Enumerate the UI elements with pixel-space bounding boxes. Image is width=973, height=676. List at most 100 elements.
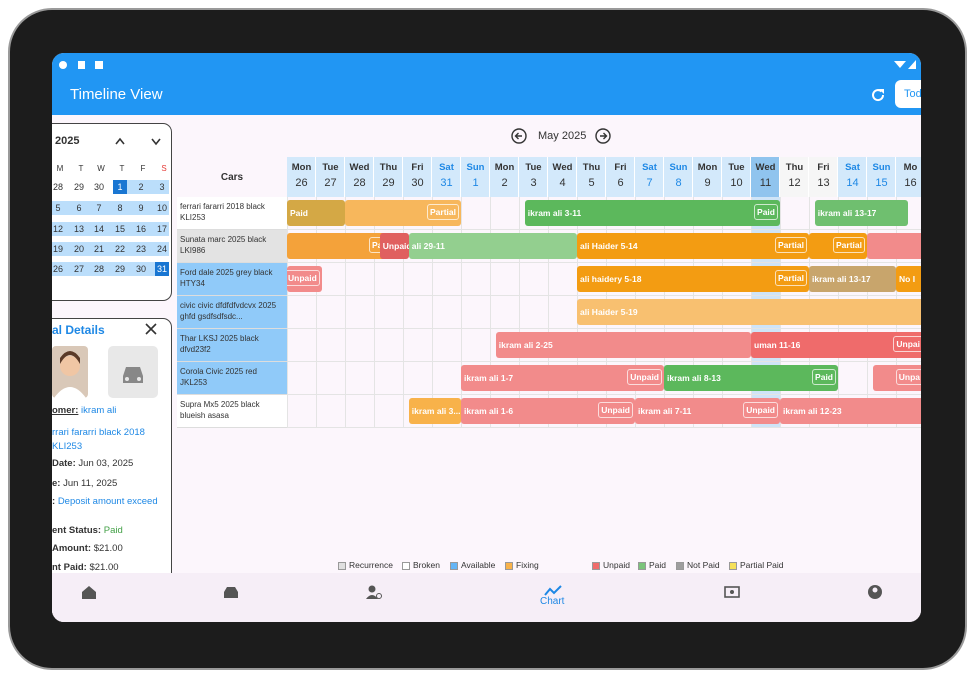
car-image [108, 346, 158, 398]
booking-label: No I [899, 274, 916, 284]
booking-label: uman 11-16 [754, 340, 801, 350]
calendar-day: 20 [73, 244, 84, 254]
calendar-arrows[interactable] [114, 135, 164, 147]
day-number: 10 [730, 177, 743, 189]
detail-label: ent Status: [52, 525, 102, 536]
grid-line [548, 197, 549, 428]
nav-label[interactable]: Chart [540, 596, 565, 607]
booking-bar: ikram ali 1-7 Unpaid [461, 365, 664, 391]
day-header [664, 157, 693, 197]
booking-status: Partial [775, 270, 807, 286]
day-number: 8 [675, 177, 682, 189]
day-number: 9 [704, 177, 711, 189]
today-button[interactable]: Today [895, 80, 921, 108]
day-of-week: Mon [291, 162, 312, 173]
detail-label: e: [52, 478, 61, 489]
day-header [722, 157, 751, 197]
car-label: civic civic dfdfdfvdcvx 2025 ghfd gsdfsd… [177, 296, 287, 329]
day-of-week: Fri [614, 162, 627, 173]
day-of-week: Sun [466, 162, 485, 173]
booking-label: ikram ali 8-13 [667, 373, 721, 383]
day-header [374, 157, 403, 197]
month-label: May 2025 [538, 130, 587, 142]
detail-value: Jun 11, 2025 [63, 478, 118, 489]
day-of-week: Tue [728, 162, 745, 173]
day-number: 13 [817, 177, 830, 189]
booking-label: ali Haider 5-19 [580, 307, 638, 317]
detail-value: $21.00 [93, 543, 123, 554]
calendar-day: 8 [117, 203, 123, 213]
legend-label: Recurrence [349, 560, 393, 570]
booking-status: Unpaid [287, 270, 320, 286]
day-number: 1 [472, 177, 479, 189]
day-of-week: Sat [439, 162, 454, 173]
grid-line [287, 427, 921, 428]
day-of-week: Mon [494, 162, 515, 173]
day-number: 3 [530, 177, 537, 189]
legend-label: Not Paid [687, 560, 720, 570]
booking-status: Partial [427, 204, 459, 220]
day-number: 16 [904, 177, 917, 189]
weekday-label: T [119, 164, 125, 173]
booking-label: ikram ali 1-6 [464, 406, 514, 416]
cars-header: Cars [220, 172, 244, 183]
day-number: 15 [875, 177, 888, 189]
day-header [838, 157, 867, 197]
legend-label: Available [461, 560, 496, 570]
detail-line: ent Status: Paid [52, 524, 170, 538]
calendar-day: 30 [135, 264, 146, 274]
detail-value: $21.00 [89, 562, 119, 573]
day-of-week: Wed [552, 162, 573, 173]
booking-bar: ikram ali 3-11 Paid [524, 200, 780, 226]
day-header [519, 157, 548, 197]
booking-bar: ikram ali 13-17 [809, 266, 896, 292]
calendar-day: 19 [52, 244, 63, 254]
grid-line [374, 197, 375, 428]
day-number: 11 [759, 177, 772, 189]
range-band [52, 201, 169, 215]
booking-bar: ikram ali 1-6 Unpaid [461, 398, 635, 424]
booking-bar: uman 11-16 Unpai [751, 332, 921, 358]
booking-bar: Unpa [872, 365, 921, 391]
booking-label: ikram ali 12-23 [783, 406, 842, 416]
booking-bar: ikram ali 12-23 [780, 398, 921, 424]
signal-icons [894, 60, 916, 69]
status-icons [59, 61, 103, 69]
calendar-day: 29 [114, 264, 125, 274]
month-arrows[interactable] [511, 128, 611, 144]
calendar-day: 31 [155, 262, 169, 276]
legend-swatch [505, 562, 513, 570]
refresh-button[interactable] [870, 87, 886, 103]
legend-label: Fixing [516, 560, 539, 570]
booking-bar: ikram ali 7-11 Unpaid [635, 398, 780, 424]
calendar-day: 24 [156, 244, 167, 254]
booking-label: ikram ali 3-11 [527, 208, 582, 218]
legend-swatch [450, 562, 458, 570]
day-header [316, 157, 345, 197]
grid-line [287, 197, 288, 428]
car-label: Sunata marc 2025 black LKI986 [177, 230, 287, 263]
booking-bar: Paid [287, 200, 345, 226]
day-of-week: Mo [903, 162, 918, 173]
detail-line: : Deposit amount exceed [52, 495, 170, 509]
close-button[interactable] [145, 323, 157, 335]
day-number: 27 [324, 177, 337, 189]
detail-line: Date: Jun 03, 2025 [52, 457, 170, 471]
day-number: 6 [617, 177, 624, 189]
grid-line [287, 229, 921, 230]
day-of-week: Tue [322, 162, 339, 173]
calendar-day: 14 [93, 224, 104, 234]
legend-label: Broken [413, 560, 440, 570]
day-number: 28 [353, 177, 366, 189]
grid-line [316, 197, 317, 428]
day-header [751, 157, 780, 197]
day-number: 29 [382, 177, 395, 189]
screen: Timeline View Today 2025 al Details May … [52, 53, 921, 622]
booking-bar: ikram ali 8-13 Paid [664, 365, 838, 391]
calendar-day: 12 [52, 224, 63, 234]
booking-label: ali haidery 5-18 [580, 274, 642, 284]
calendar-year: 2025 [55, 135, 80, 147]
day-number: 2 [501, 177, 508, 189]
calendar-day: 21 [93, 244, 104, 254]
legend-swatch [402, 562, 410, 570]
